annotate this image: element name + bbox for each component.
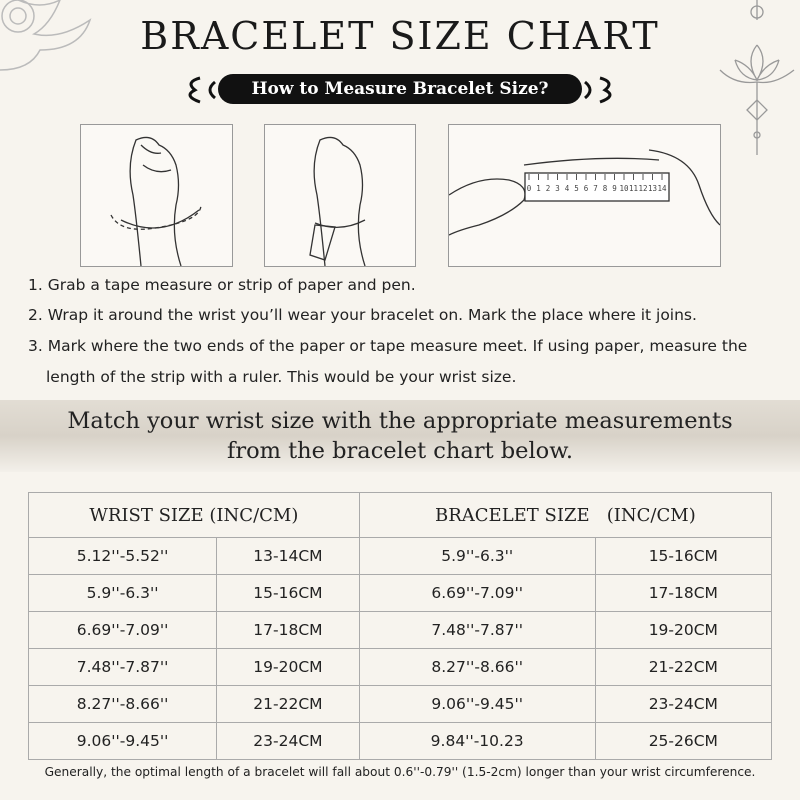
table-row: 9.06''-9.45'' 23-24CM 9.84''-10.23 25-26CM [27,722,773,760]
ruler-label: 6 [584,184,589,193]
ruler-label: 3 [555,184,560,193]
subtitle: How to Measure Bracelet Size? [218,74,582,104]
table-cell: 9.84''-10.23 [358,722,596,760]
size-table: WRIST SIZE (INC/CM) BRACELET SIZE (INC/CM… [27,492,773,760]
header-row: WRIST SIZE (INC/CM) BRACELET SIZE (INC/CM… [28,492,773,538]
table-cell: 13-14CM [216,537,360,575]
banner [0,400,800,472]
table-cell: 19-20CM [216,648,360,686]
ruler-label: 8 [603,184,608,193]
banner-line: Match your wrist size with the appropria… [67,408,733,434]
table-cell: 15-16CM [594,537,773,575]
table-cell: 7.48''-7.87'' [358,611,596,649]
table-row: 7.48''-7.87'' 19-20CM 8.27''-8.66'' 21-22CM [27,648,773,686]
ruler-illustration: 0 1 2 3 4 5 6 7 8 9 10 11 12 13 14 [448,124,721,267]
table-cell: 23-24CM [216,722,360,760]
subtitle-flourish [188,76,612,104]
table-cell: 17-18CM [216,611,360,649]
ruler-label: 14 [657,184,667,193]
table-row: 5.12''-5.52'' 13-14CM 5.9''-6.3'' 15-16CM [27,537,773,575]
table-row: 8.27''-8.66'' 21-22CM 9.06''-9.45'' 23-24CM [27,685,773,723]
title: BRACELET SIZE CHART [140,14,660,58]
table-cell: 7.48''-7.87'' [27,648,218,686]
table-cell: 6.69''-7.09'' [358,574,596,612]
lotus-ornament [719,0,795,155]
step: 1. Grab a tape measure or strip of paper… [28,276,416,294]
ruler-label: 10 [619,184,629,193]
table-cell: 21-22CM [594,648,773,686]
table-cell: 9.06''-9.45'' [358,685,596,723]
table-cell: 9.06''-9.45'' [27,722,218,760]
header-cell: WRIST SIZE (INC/CM) [28,492,360,538]
ruler-label: 4 [565,184,570,193]
table-cell: 15-16CM [216,574,360,612]
table-cell: 5.9''-6.3'' [358,537,596,575]
ruler-label: 13 [648,184,657,193]
table-cell: 17-18CM [594,574,773,612]
table-cell: 23-24CM [594,685,773,723]
table-row: 5.9''-6.3'' 15-16CM 6.69''-7.09'' 17-18CM [27,574,773,612]
ruler-label: 0 [527,184,532,193]
table-cell: 19-20CM [594,611,773,649]
step: 2. Wrap it around the wrist you’ll wear … [28,306,697,324]
ruler-label: 11 [629,184,638,193]
table-cell: 5.12''-5.52'' [27,537,218,575]
footer-note: Generally, the optimal length of a brace… [44,765,756,779]
corner-ornament [0,0,92,71]
ruler-label: 2 [546,184,551,193]
wrist-illustration [80,124,233,267]
ruler-label: 1 [536,184,541,193]
ruler-label: 9 [612,184,617,193]
ruler-label: 5 [574,184,579,193]
wrist-mark-illustration [264,124,416,267]
ruler-label: 7 [593,184,598,193]
ruler-label: 12 [638,184,647,193]
table-cell: 21-22CM [216,685,360,723]
table-cell: 8.27''-8.66'' [27,685,218,723]
table-cell: 6.69''-7.09'' [27,611,218,649]
step: 3. Mark where the two ends of the paper … [28,337,748,386]
table-cell: 8.27''-8.66'' [358,648,596,686]
table-cell: 5.9''-6.3'' [27,574,218,612]
table-row: 6.69''-7.09'' 17-18CM 7.48''-7.87'' 19-20CM [27,611,773,649]
banner-line: from the bracelet chart below. [227,438,573,464]
table-cell: 25-26CM [594,722,773,760]
header-cell: BRACELET SIZE (INC/CM) [358,492,773,538]
